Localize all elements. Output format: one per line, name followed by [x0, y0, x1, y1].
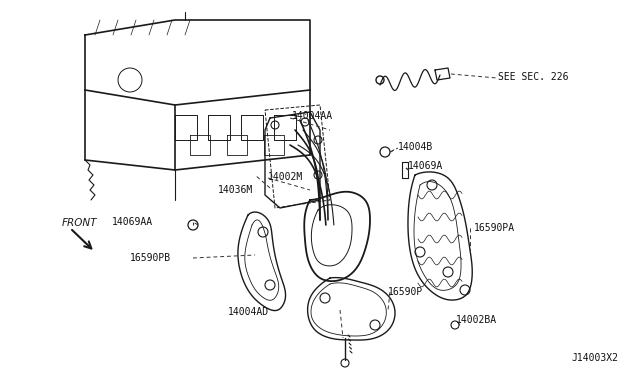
Text: SEE SEC. 226: SEE SEC. 226 [498, 72, 568, 82]
Text: 14069AA: 14069AA [112, 217, 153, 227]
Text: 14036M: 14036M [218, 185, 253, 195]
Text: 16590PB: 16590PB [130, 253, 171, 263]
Text: J14003X2: J14003X2 [571, 353, 618, 363]
Text: 14004AD: 14004AD [228, 307, 269, 317]
Text: 14002M: 14002M [268, 172, 303, 182]
Text: 16590PA: 16590PA [474, 223, 515, 233]
Text: 14004B: 14004B [398, 142, 433, 152]
Text: 16590P: 16590P [388, 287, 423, 297]
Text: 14004AA: 14004AA [292, 111, 333, 121]
Text: 14002BA: 14002BA [456, 315, 497, 325]
Text: FRONT: FRONT [62, 218, 97, 228]
Text: 14069A: 14069A [408, 161, 444, 171]
